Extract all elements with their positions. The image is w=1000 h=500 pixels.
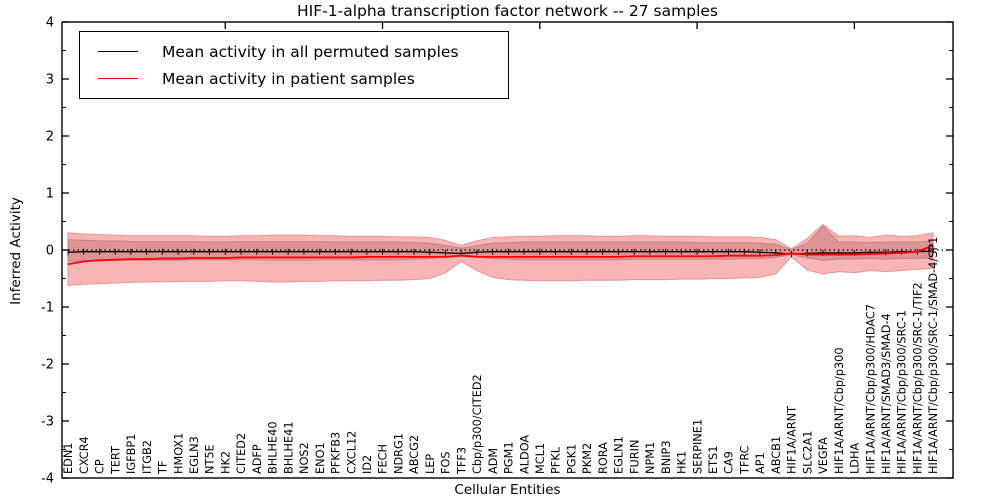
- y-tick-label: -2: [41, 358, 54, 373]
- x-tick-label: TERT: [109, 446, 122, 475]
- x-tick-label: CXCR4: [78, 436, 91, 474]
- x-tick-label: ENO1: [314, 442, 327, 474]
- x-tick-label: PGM1: [503, 441, 516, 474]
- y-tick-label: 1: [46, 187, 54, 202]
- x-tick-label: CITED2: [235, 433, 248, 474]
- x-tick-label: HMOX1: [172, 433, 185, 474]
- x-tick-label: EGLN3: [188, 436, 201, 474]
- legend-label-patient: Mean activity in patient samples: [162, 69, 415, 88]
- x-tick-label: MCL1: [534, 443, 547, 474]
- y-tick-label: -1: [41, 301, 54, 316]
- x-tick-label: CA9: [723, 451, 736, 474]
- x-tick-label: PFKL: [550, 446, 563, 474]
- x-tick-label: NT5E: [204, 444, 217, 474]
- x-tick-label: SERPINE1: [691, 419, 704, 474]
- x-tick-label: HIF1A/ARNT/Cbp/p300/SRC-1: [896, 310, 909, 474]
- x-tick-label: Cbp/p300/CITED2: [471, 374, 484, 474]
- x-tick-label: CP: [94, 459, 107, 474]
- legend-item-patient: Mean activity in patient samples: [80, 65, 508, 92]
- x-tick-label: ETS1: [707, 446, 720, 474]
- x-tick-label: EDN1: [62, 443, 75, 474]
- x-tick-label: SLC2A1: [801, 431, 814, 474]
- x-tick-label: AP1: [754, 452, 767, 474]
- x-tick-label: ADFP: [251, 444, 264, 474]
- x-tick-label: BHLHE40: [267, 421, 280, 474]
- x-tick-label: NOS2: [298, 442, 311, 474]
- permuted-confidence-band: [67, 225, 934, 262]
- x-tick-label: HIF1A/ARNT/Cbp/p300/SRC-1/SMAD-4/SP1: [927, 237, 940, 474]
- legend: Mean activity in all permuted samples Me…: [79, 31, 509, 99]
- x-axis-label: Cellular Entities: [454, 482, 561, 498]
- x-tick-label: FECH: [377, 444, 390, 474]
- x-tick-label: TF: [157, 461, 170, 475]
- x-tick-label: HK1: [676, 451, 689, 474]
- x-tick-label: ID2: [361, 455, 374, 474]
- x-tick-label: LEP: [424, 454, 437, 474]
- y-tick-label: -4: [41, 472, 54, 487]
- y-tick-label: 3: [46, 73, 54, 88]
- x-tick-label: ADM: [487, 448, 500, 474]
- x-tick-label: HIF1A/ARNT: [786, 406, 799, 474]
- y-tick-label: 4: [46, 16, 54, 31]
- x-tick-label: BNIP3: [660, 440, 673, 474]
- x-tick-label: EGLN1: [613, 436, 626, 474]
- x-tick-label: NDRG1: [392, 433, 405, 474]
- permuted-line-swatch: [98, 51, 138, 52]
- y-tick-label: -3: [41, 415, 54, 430]
- x-tick-label: HIF1A/ARNT/Cbp/p300/HDAC7: [864, 304, 877, 474]
- x-tick-label: TFRC: [738, 445, 751, 475]
- x-tick-label: IGFBP1: [125, 434, 138, 474]
- x-tick-label: PKM2: [581, 443, 594, 474]
- x-tick-label: ABCG2: [408, 435, 421, 474]
- x-tick-label: NPM1: [644, 442, 657, 474]
- x-tick-label: PFKFB3: [330, 432, 343, 474]
- patient-line-swatch: [98, 78, 138, 79]
- legend-item-permuted: Mean activity in all permuted samples: [80, 38, 508, 65]
- x-tick-label: PGK1: [565, 444, 578, 474]
- patient-mean-line: [67, 244, 934, 266]
- x-tick-label: ALDOA: [518, 435, 531, 474]
- x-tick-label: BHLHE41: [282, 421, 295, 474]
- y-tick-label: 0: [46, 244, 54, 259]
- x-tick-label: HIF1A/ARNT/Cbp/p300: [833, 347, 846, 474]
- x-tick-label: CXCL12: [345, 431, 358, 474]
- legend-label-permuted: Mean activity in all permuted samples: [162, 42, 459, 61]
- x-tick-label: TFF3: [455, 447, 468, 475]
- x-tick-label: FOS: [440, 451, 453, 474]
- y-tick-label: 2: [46, 130, 54, 145]
- x-tick-label: LDHA: [849, 443, 862, 474]
- x-tick-label: HK2: [219, 451, 232, 474]
- x-tick-label: VEGFA: [817, 437, 830, 474]
- x-tick-label: ITGB2: [141, 440, 154, 474]
- chart-title: HIF-1-alpha transcription factor network…: [297, 2, 718, 20]
- x-tick-label: HIF1A/ARNT/SMAD3/SMAD-4: [880, 313, 893, 474]
- x-tick-label: ABCB1: [770, 436, 783, 474]
- x-tick-label: FURIN: [628, 440, 641, 474]
- x-tick-label: HIF1A/ARNT/Cbp/p300/SRC-1/TIF2: [911, 282, 924, 474]
- x-tick-label: RORA: [597, 442, 610, 474]
